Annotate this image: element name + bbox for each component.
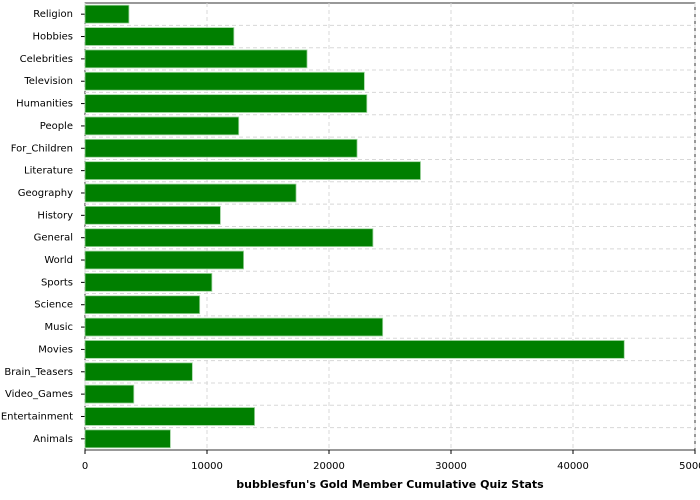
bar bbox=[84, 228, 374, 248]
y-tick-label: Video_Games bbox=[5, 389, 73, 400]
bar bbox=[84, 429, 171, 449]
y-tick-label: Celebrities bbox=[20, 54, 73, 65]
y-tick-label: Movies bbox=[38, 344, 73, 355]
y-tick-label: Sports bbox=[41, 277, 73, 288]
bar bbox=[84, 161, 421, 180]
y-tick-label: Humanities bbox=[16, 99, 73, 110]
bar bbox=[84, 205, 221, 225]
x-tick-label: 10000 bbox=[191, 461, 223, 472]
x-tick-label: 20000 bbox=[313, 461, 345, 472]
bar bbox=[84, 407, 255, 426]
bar bbox=[84, 138, 358, 158]
x-tick-label: 0 bbox=[82, 461, 88, 472]
bar bbox=[84, 250, 245, 270]
y-tick-label: Brain_Teasers bbox=[4, 367, 73, 378]
bar bbox=[84, 273, 213, 292]
bar bbox=[84, 295, 201, 315]
bar bbox=[84, 340, 625, 359]
y-tick-label: Music bbox=[45, 322, 73, 333]
y-tick-label: Literature bbox=[24, 166, 73, 177]
bar bbox=[84, 71, 365, 91]
y-tick-label: People bbox=[40, 121, 73, 132]
y-tick-label: History bbox=[37, 210, 73, 221]
y-tick-label: World bbox=[44, 255, 73, 266]
bar bbox=[84, 49, 308, 69]
y-tick-label: Geography bbox=[18, 188, 73, 199]
x-tick-label: 40000 bbox=[557, 461, 589, 472]
bar bbox=[84, 4, 130, 24]
x-tick-label: 50000 bbox=[679, 461, 700, 472]
y-tick-label: Religion bbox=[33, 9, 73, 20]
bar bbox=[84, 183, 297, 203]
y-tick-label: General bbox=[34, 233, 73, 244]
y-tick-label: Science bbox=[34, 300, 73, 311]
bar bbox=[84, 116, 240, 136]
bar bbox=[84, 317, 384, 337]
bar bbox=[84, 94, 368, 113]
y-tick-label: Hobbies bbox=[33, 32, 73, 43]
bar bbox=[84, 384, 135, 404]
y-tick-label: Television bbox=[23, 76, 73, 87]
x-tick-label: 30000 bbox=[435, 461, 467, 472]
y-tick-label: Animals bbox=[33, 434, 73, 445]
x-axis-label: bubblesfun's Gold Member Cumulative Quiz… bbox=[236, 478, 544, 491]
bar bbox=[84, 27, 235, 46]
y-tick-label: Entertainment bbox=[1, 411, 73, 422]
bar bbox=[84, 362, 193, 382]
y-tick-label: For_Children bbox=[11, 143, 73, 154]
